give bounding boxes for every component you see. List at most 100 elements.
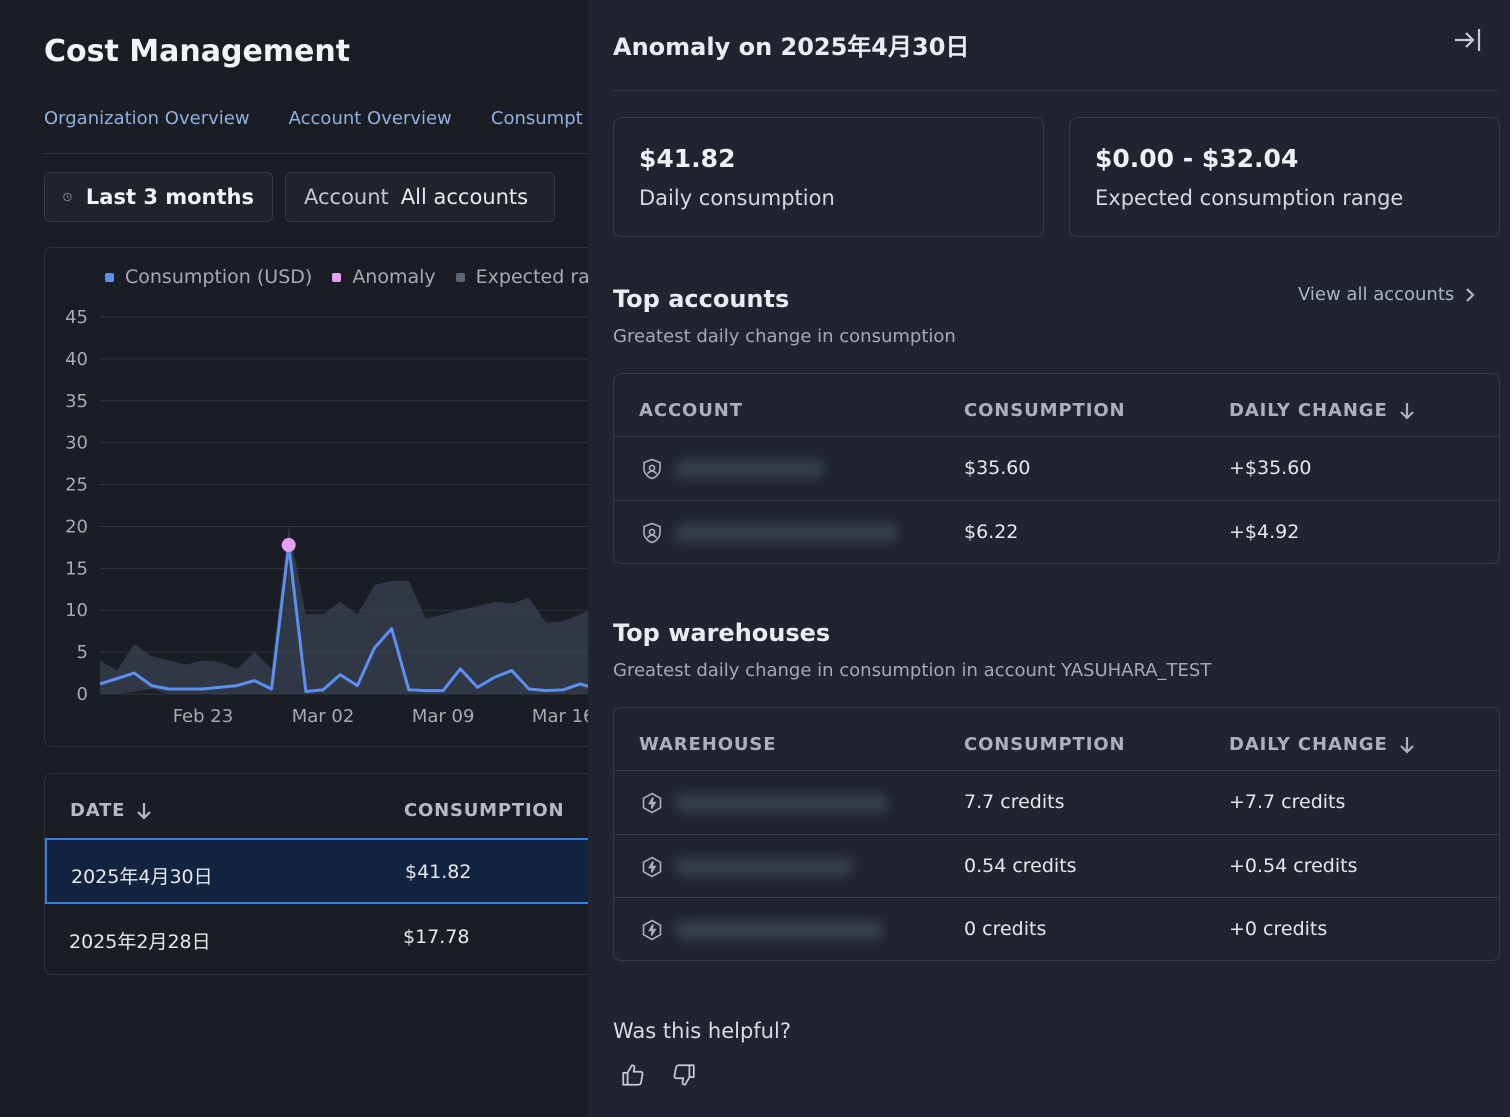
tab-organization-overview[interactable]: Organization Overview [44, 108, 250, 129]
row-consumption: 0.54 credits [964, 855, 1077, 877]
table-header: WAREHOUSE CONSUMPTION DAILY CHANGE [614, 708, 1499, 771]
row-daily-change: +0.54 credits [1229, 855, 1358, 877]
top-accounts-table: ACCOUNT CONSUMPTION DAILY CHANGE $35.60 … [613, 373, 1500, 564]
row-consumption: $17.78 [403, 926, 470, 948]
y-tick-label: 45 [65, 307, 88, 328]
table-row[interactable]: 2025年2月28日 $17.78 [45, 905, 590, 971]
table-row[interactable]: 7.7 credits +7.7 credits [614, 771, 1499, 834]
daily-change-label: DAILY CHANGE [1229, 734, 1388, 755]
y-tick-label: 0 [77, 684, 88, 705]
table-row-selected[interactable]: 2025年4月30日 $41.82 [45, 838, 590, 904]
top-warehouses-title: Top warehouses [613, 619, 831, 647]
legend-item-expected-range[interactable]: Expected range [455, 266, 590, 288]
y-tick-label: 35 [65, 391, 88, 412]
top-warehouses-subtitle: Greatest daily change in consumption in … [613, 660, 1212, 681]
consumption-column-header[interactable]: CONSUMPTION [964, 400, 1126, 421]
daily-consumption-card: $41.82 Daily consumption [613, 117, 1044, 237]
top-accounts-subtitle: Greatest daily change in consumption [613, 326, 956, 347]
redacted-warehouse-name [674, 920, 884, 940]
anomaly-point [281, 538, 296, 553]
redacted-warehouse-name [674, 857, 854, 877]
y-tick-label: 20 [65, 516, 88, 537]
legend-swatch-expected-range [455, 272, 465, 282]
panel-divider [613, 90, 1498, 91]
thumbs-down-icon[interactable] [671, 1062, 697, 1088]
table-row[interactable]: 0 credits +0 credits [614, 897, 1499, 960]
legend-item-consumption[interactable]: Consumption (USD) [105, 266, 312, 288]
consumption-column-header[interactable]: CONSUMPTION [964, 734, 1126, 755]
account-column-header[interactable]: ACCOUNT [639, 400, 743, 421]
daily-change-column-header[interactable]: DAILY CHANGE [1229, 400, 1416, 421]
page-title: Cost Management [44, 34, 351, 69]
main-area: Cost Management Organization Overview Ac… [0, 0, 590, 1117]
legend-label-expected-range: Expected range [475, 266, 590, 288]
y-tick-label: 5 [77, 642, 88, 663]
row-consumption: $41.82 [405, 861, 472, 883]
row-daily-change: +0 credits [1229, 918, 1328, 940]
table-row[interactable]: 0.54 credits +0.54 credits [614, 834, 1499, 897]
feedback-question: Was this helpful? [613, 1019, 791, 1043]
expected-range-label: Expected consumption range [1095, 186, 1404, 210]
table-row[interactable]: $35.60 +$35.60 [614, 437, 1499, 500]
y-tick-label: 40 [65, 349, 88, 370]
x-tick-label: Mar 02 [292, 706, 355, 727]
chart-legend: Consumption (USD) Anomaly Expected range [105, 266, 590, 288]
row-consumption: $6.22 [964, 521, 1019, 543]
warehouse-bolt-icon [642, 919, 662, 941]
account-filter[interactable]: Account All accounts [285, 172, 555, 222]
table-row[interactable]: $6.22 +$4.92 [614, 500, 1499, 563]
redacted-account-name [674, 459, 824, 479]
warehouse-bolt-icon [642, 792, 662, 814]
consumption-chart: 45 40 35 30 25 20 15 10 5 0 Feb 23 Mar 02 Mar 09 Mar … [44, 247, 590, 747]
date-column-label: DATE [70, 800, 126, 821]
expected-range-band [100, 526, 590, 694]
daily-change-label: DAILY CHANGE [1229, 400, 1388, 421]
y-tick-label: 15 [65, 558, 88, 579]
table-header: DATE CONSUMPTION [45, 774, 590, 838]
anomaly-date-table: DATE CONSUMPTION 2025年4月30日 $41.82 2025年… [44, 773, 590, 975]
expected-range-value: $0.00 - $32.04 [1095, 144, 1299, 173]
chart-canvas: 45 40 35 30 25 20 15 10 5 0 Feb 23 Mar 02 Mar 09 Mar … [65, 307, 590, 727]
shield-icon [643, 458, 661, 480]
legend-item-anomaly[interactable]: Anomaly [332, 266, 436, 288]
chevron-right-icon [1466, 287, 1475, 302]
time-range-filter[interactable]: Last 3 months [44, 172, 273, 222]
row-consumption: 0 credits [964, 918, 1047, 940]
arrow-down-icon [1399, 736, 1414, 754]
panel-title: Anomaly on 2025年4月30日 [613, 33, 970, 61]
nav-tabs: Organization Overview Account Overview C… [44, 108, 590, 154]
y-tick-label: 25 [65, 475, 88, 496]
thumbs-up-icon[interactable] [620, 1062, 646, 1088]
top-warehouses-table: WAREHOUSE CONSUMPTION DAILY CHANGE 7.7 c… [613, 707, 1500, 961]
tab-account-overview[interactable]: Account Overview [288, 108, 452, 129]
tab-consumption[interactable]: Consumpt [490, 108, 583, 129]
row-daily-change: +$4.92 [1229, 521, 1300, 543]
top-accounts-title: Top accounts [613, 285, 790, 313]
warehouse-bolt-icon [642, 856, 662, 878]
daily-change-column-header[interactable]: DAILY CHANGE [1229, 734, 1416, 755]
redacted-warehouse-name [674, 793, 889, 813]
legend-swatch-anomaly [332, 272, 342, 282]
clock-icon [63, 192, 72, 202]
warehouse-column-header[interactable]: WAREHOUSE [639, 734, 777, 755]
redacted-account-name [674, 523, 899, 543]
row-consumption: 7.7 credits [964, 791, 1065, 813]
arrow-down-icon [1399, 402, 1414, 420]
row-date: 2025年2月28日 [69, 931, 211, 953]
collapse-panel-icon[interactable] [1452, 26, 1482, 54]
x-tick-label: Mar 09 [412, 706, 475, 727]
account-filter-label: Account [304, 185, 389, 209]
date-column-header[interactable]: DATE [70, 800, 153, 821]
view-all-accounts-link[interactable]: View all accounts [1298, 284, 1476, 305]
anomaly-detail-panel: Anomaly on 2025年4月30日 $41.82 Daily consu… [588, 0, 1510, 1117]
row-date: 2025年4月30日 [71, 866, 213, 888]
legend-swatch-consumption [105, 272, 114, 282]
y-tick-label: 30 [65, 433, 88, 454]
x-tick-label: Feb 23 [173, 706, 234, 727]
row-daily-change: +$35.60 [1229, 457, 1312, 479]
daily-consumption-label: Daily consumption [639, 186, 835, 210]
consumption-line [99, 543, 590, 693]
x-tick-label: Mar 16 [532, 706, 590, 727]
table-header: ACCOUNT CONSUMPTION DAILY CHANGE [614, 374, 1499, 437]
consumption-column-header[interactable]: CONSUMPTION [404, 800, 565, 821]
